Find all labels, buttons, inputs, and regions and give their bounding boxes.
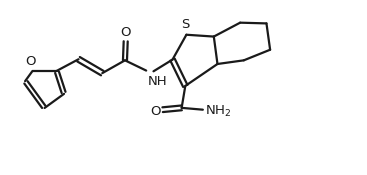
- Text: S: S: [181, 18, 190, 32]
- Text: O: O: [150, 105, 160, 118]
- Text: O: O: [25, 55, 36, 68]
- Text: NH: NH: [148, 75, 167, 88]
- Text: O: O: [120, 26, 131, 39]
- Text: NH$_2$: NH$_2$: [205, 104, 231, 119]
